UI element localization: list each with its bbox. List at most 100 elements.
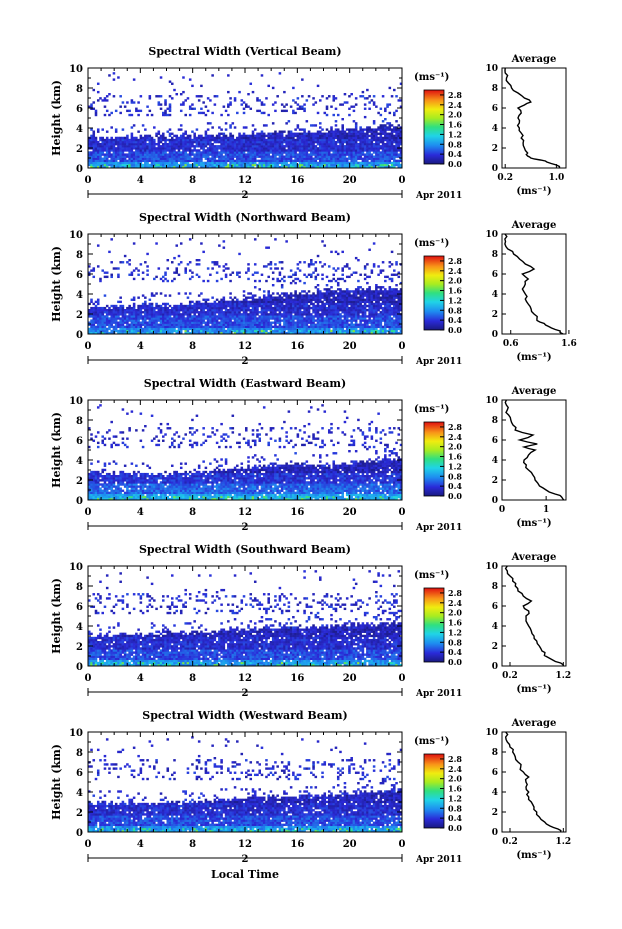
heatmap-cell	[399, 132, 403, 135]
heatmap-cell	[105, 317, 109, 320]
heatmap-cell	[188, 319, 192, 322]
heatmap-cell	[301, 296, 304, 299]
heatmap-cell	[327, 265, 331, 268]
heatmap-cell	[399, 138, 403, 142]
heatmap-cell	[384, 109, 387, 113]
heatmap-cell	[245, 300, 248, 304]
heatmap-cell	[130, 163, 134, 167]
heatmap-cell	[224, 315, 228, 318]
heatmap-cell	[256, 317, 259, 320]
heatmap-cell	[148, 325, 152, 329]
heatmap-cell	[258, 99, 261, 102]
heatmap-cell	[175, 321, 179, 324]
heatmap-cell	[146, 136, 149, 140]
heatmap-cell	[211, 329, 214, 333]
heatmap-cell	[366, 136, 369, 140]
heatmap-cell	[339, 288, 342, 291]
heatmap-cell	[209, 138, 212, 142]
heatmap-cell	[296, 311, 300, 314]
heatmap-cell	[343, 331, 347, 335]
heatmap-cell	[168, 161, 172, 165]
heatmap-cell	[386, 126, 389, 129]
heatmap-cell	[276, 279, 279, 283]
heatmap-cell	[236, 300, 239, 304]
heatmap-cell	[359, 145, 362, 148]
heatmap-cell	[215, 329, 219, 333]
heatmap-cell	[197, 259, 201, 262]
heatmap-cell	[197, 159, 201, 163]
heatmap-cell	[312, 302, 315, 306]
heatmap-cell	[262, 111, 266, 115]
heatmap-cell	[251, 165, 255, 169]
heatmap-cell	[175, 151, 179, 154]
heatmap-cell	[276, 309, 279, 312]
heatmap-cell	[359, 130, 362, 133]
heatmap-cell	[316, 317, 320, 320]
heatmap-cell	[206, 331, 210, 335]
heatmap-cell	[253, 157, 257, 160]
heatmap-cell	[368, 165, 371, 169]
heatmap-cell	[276, 325, 279, 329]
heatmap-cell	[289, 269, 293, 272]
heatmap-cell	[209, 153, 212, 156]
heatmap-cell	[341, 165, 344, 169]
heatmap-cell	[368, 149, 371, 152]
heatmap-cell	[352, 311, 356, 314]
heatmap-cell	[90, 145, 93, 148]
heatmap-cell	[96, 315, 100, 318]
heatmap-cell	[206, 128, 210, 131]
heatmap-cell	[262, 290, 266, 293]
heatmap-cell	[354, 155, 358, 158]
heatmap-cell	[350, 130, 353, 133]
heatmap-cell	[245, 331, 248, 335]
panel-1: Spectral Width (Vertical Beam)0246810Hei…	[50, 45, 567, 201]
heatmap-cell	[361, 290, 365, 293]
heatmap-cell	[386, 134, 389, 138]
heatmap-cell	[316, 130, 320, 133]
heatmap-cell	[224, 267, 228, 270]
heatmap-cell	[316, 311, 320, 314]
heatmap-cell	[363, 145, 367, 148]
heatmap-cell	[233, 329, 237, 333]
heatmap-cell	[224, 309, 228, 312]
heatmap-cell	[334, 140, 338, 144]
heatmap-cell	[298, 321, 302, 324]
heatmap-cell	[182, 161, 185, 165]
heatmap-cell	[314, 323, 318, 326]
heatmap-cell	[345, 300, 349, 304]
heatmap-cell	[188, 155, 192, 158]
heatmap-cell	[112, 313, 116, 316]
heatmap-cell	[327, 296, 331, 299]
heatmap-cell	[245, 325, 248, 329]
heatmap-cell	[307, 321, 311, 324]
heatmap-cell	[354, 124, 358, 127]
heatmap-cell	[251, 161, 255, 165]
heatmap-cell	[310, 151, 313, 154]
heatmap-cell	[103, 321, 107, 324]
heatmap-cell	[123, 155, 127, 158]
heatmap-cell	[301, 306, 304, 310]
heatmap-cell	[343, 309, 347, 312]
heatmap-cell	[283, 317, 286, 320]
heatmap-cell	[222, 304, 226, 308]
heatmap-cell	[316, 153, 320, 156]
heatmap-cell	[236, 163, 239, 167]
heatmap-cell	[218, 138, 221, 142]
heatmap-cell	[170, 153, 174, 156]
heatmap-cell	[325, 134, 329, 138]
heatmap-cell	[197, 294, 201, 297]
heatmap-cell	[123, 325, 127, 329]
heatmap-cell	[245, 145, 248, 148]
heatmap-cell	[332, 134, 336, 138]
heatmap-cell	[175, 157, 179, 160]
heatmap-cell	[321, 273, 324, 276]
heatmap-cell	[114, 327, 118, 331]
heatmap-cell	[327, 294, 331, 297]
heatmap-cell	[305, 319, 309, 322]
heatmap-cell	[399, 140, 403, 144]
heatmap-cell	[121, 159, 125, 163]
heatmap-cell	[276, 165, 279, 169]
heatmap-cell	[155, 143, 158, 146]
heatmap-cell	[267, 113, 270, 117]
heatmap-cell	[357, 302, 360, 306]
